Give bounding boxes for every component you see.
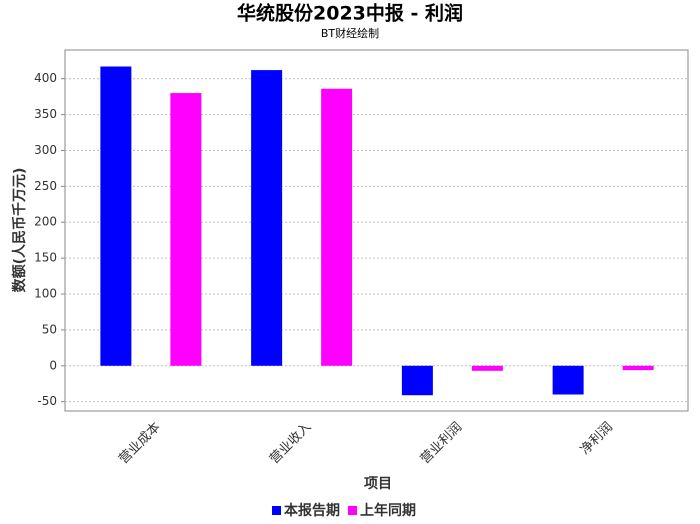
bar (321, 88, 353, 366)
bar (552, 365, 584, 395)
bar (100, 66, 132, 366)
x-tick-label: 营业利润 (418, 420, 465, 467)
y-tick-label: 400 (34, 71, 57, 85)
bar (170, 93, 202, 366)
chart-subtitle: BT财经绘制 (321, 26, 379, 40)
plot-area (64, 49, 689, 412)
y-tick-label: 300 (34, 143, 57, 157)
y-tick-label: 250 (34, 179, 57, 193)
y-tick-label: 100 (34, 287, 57, 301)
legend-swatch (272, 506, 281, 515)
x-tick-label: 营业收入 (267, 420, 314, 467)
bar (471, 365, 503, 371)
x-axis-label: 项目 (364, 476, 392, 492)
bar (251, 70, 283, 366)
x-tick-label: 营业成本 (116, 420, 163, 467)
legend-label: 上年同期 (360, 502, 416, 519)
chart-title: 华统股份2023中报 - 利润 (237, 2, 463, 25)
y-axis-label: 数额(人民币千万元) (11, 168, 28, 293)
y-tick-label: -50 (37, 394, 57, 408)
x-tick-label: 净利润 (578, 420, 616, 458)
y-tick-label: 150 (34, 251, 57, 265)
bar (401, 365, 433, 396)
y-tick-label: 0 (49, 358, 57, 372)
legend-swatch (348, 506, 357, 515)
y-tick-label: 350 (34, 107, 57, 121)
bar (622, 365, 654, 371)
legend-label: 本报告期 (284, 502, 340, 519)
y-tick-label: 50 (42, 322, 57, 336)
y-tick-label: 200 (34, 215, 57, 229)
